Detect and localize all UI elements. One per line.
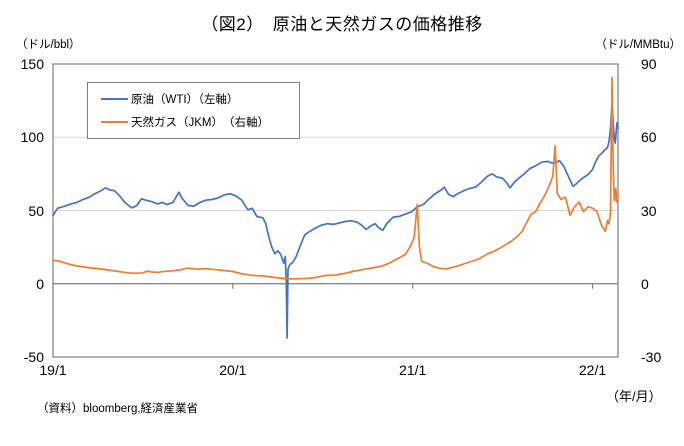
x-axis-tick-label: 20/1: [219, 362, 247, 378]
x-axis-tick-label: 21/1: [399, 362, 427, 378]
left-axis-tick-label: 150: [20, 56, 44, 72]
legend: 原油（WTI）（左軸） 天然ガス（JKM） （右軸）: [87, 82, 300, 139]
right-axis-tick-label: 30: [641, 202, 657, 219]
left-axis-tick-label: -50: [23, 349, 44, 365]
left-axis-tick-label: 50: [28, 202, 44, 219]
source-note: （資料）bloomberg,経済産業省: [37, 403, 199, 415]
legend-label-jkm: 天然ガス（JKM） （右軸）: [131, 117, 269, 130]
right-axis-tick-label: 60: [641, 129, 657, 146]
right-axis-unit-label: （ドル/MMBtu）: [595, 39, 681, 51]
x-axis-tick-label: 19/1: [39, 362, 67, 378]
wti-line-swatch: [101, 97, 128, 100]
left-axis-unit-label: （ドル/bbl）: [16, 39, 81, 51]
left-axis-tick-label: 100: [20, 129, 44, 146]
x-axis-unit-label: （年/月）: [606, 389, 662, 404]
chart-title: （図2） 原油と天然ガスの価格推移: [201, 15, 483, 34]
legend-item-jkm: 天然ガス（JKM） （右軸）: [101, 114, 299, 130]
right-axis-tick-label: -30: [641, 349, 662, 365]
x-axis-tick-label: 22/1: [578, 362, 607, 378]
left-axis-tick-label: 0: [36, 275, 44, 292]
legend-item-wti: 原油（WTI）（左軸）: [101, 91, 299, 107]
legend-label-wti: 原油（WTI）（左軸）: [131, 93, 239, 106]
jkm-line-swatch: [101, 121, 128, 124]
right-axis-tick-label: 0: [641, 275, 649, 292]
right-axis-tick-label: 90: [641, 56, 657, 72]
